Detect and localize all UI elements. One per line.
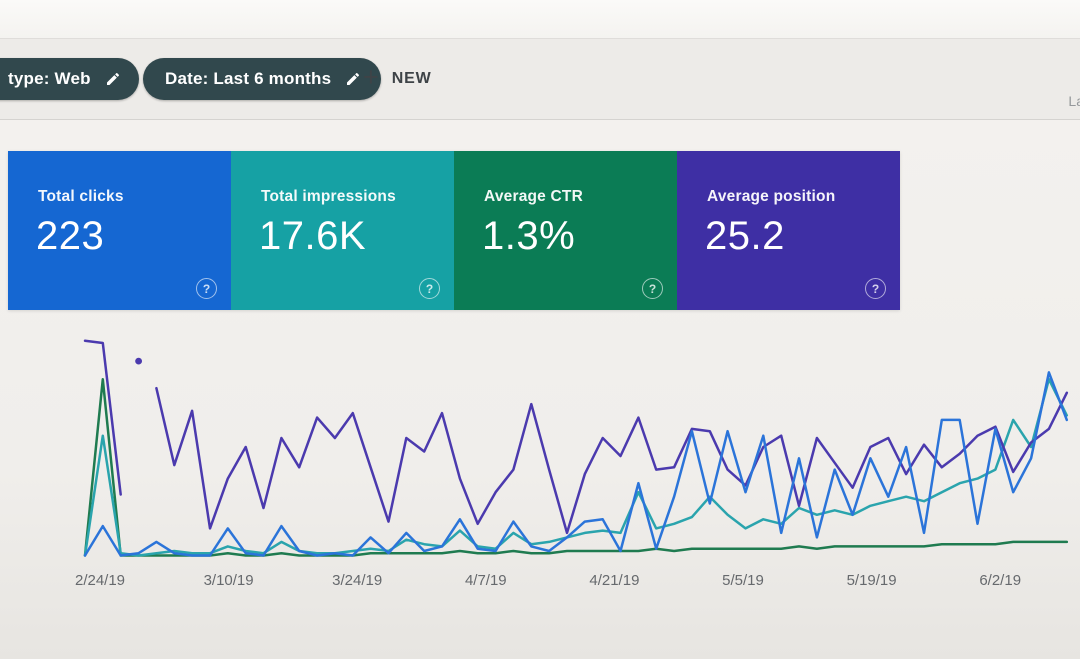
x-axis-label: 4/7/19	[464, 572, 507, 589]
x-axis-label: 3/24/19	[332, 572, 383, 589]
filter-toolbar: type: Web Date: Last 6 months + NEW La	[0, 39, 1080, 120]
card-average-position-label: Average position	[707, 188, 836, 205]
help-icon[interactable]: ?	[419, 278, 440, 299]
card-total-clicks[interactable]: Total clicks 223 ?	[8, 151, 231, 310]
detached-data-point	[135, 357, 143, 365]
x-axis-label: 6/2/19	[979, 572, 1022, 589]
x-axis-label: 2/24/19	[74, 572, 126, 589]
x-axis-label: 3/10/19	[203, 572, 254, 589]
new-filter-button[interactable]: + NEW	[363, 58, 432, 100]
card-total-clicks-value: 223	[36, 214, 105, 258]
x-axis-label: 5/19/19	[846, 572, 897, 589]
help-icon[interactable]: ?	[865, 278, 886, 299]
pencil-icon[interactable]	[105, 71, 121, 87]
help-icon[interactable]: ?	[196, 278, 217, 299]
filter-chip-date-range-label: Date: Last 6 months	[165, 69, 332, 88]
x-axis-labels: 2/24/19 3/10/19 3/24/19 4/7/19 4/21/19 5/5/19…	[0, 572, 1080, 600]
series-line-ctr	[83, 377, 1069, 557]
new-filter-button-label: NEW	[391, 70, 432, 87]
card-total-clicks-label: Total clicks	[38, 188, 124, 205]
card-average-ctr-label: Average CTR	[484, 188, 583, 205]
card-average-position-value: 25.2	[705, 214, 785, 258]
series-line-clicks	[83, 371, 1069, 557]
screen-top-bezel	[0, 0, 1080, 39]
pencil-icon[interactable]	[345, 71, 361, 87]
card-total-impressions[interactable]: Total impressions 17.6K ?	[231, 151, 454, 310]
metric-cards-row: Total clicks 223 ? Total impressions 17.…	[8, 151, 900, 310]
series-line-position	[83, 339, 122, 496]
filter-chip-search-type-label: type: Web	[8, 69, 91, 88]
performance-chart[interactable]	[0, 322, 1080, 572]
x-axis-label: 5/5/19	[722, 572, 764, 589]
partial-text-top-right: La	[1068, 93, 1080, 109]
card-average-position[interactable]: Average position 25.2 ?	[677, 151, 900, 310]
card-average-ctr[interactable]: Average CTR 1.3% ?	[454, 151, 677, 310]
performance-chart-svg[interactable]	[0, 322, 1080, 572]
performance-report-content: Total clicks 223 ? Total impressions 17.…	[0, 120, 1080, 659]
filter-chip-date-range[interactable]: Date: Last 6 months	[143, 58, 382, 100]
card-total-impressions-value: 17.6K	[259, 214, 367, 258]
help-icon[interactable]: ?	[642, 278, 663, 299]
filter-chip-search-type[interactable]: type: Web	[0, 58, 139, 100]
plus-icon: +	[363, 62, 379, 92]
card-average-ctr-value: 1.3%	[482, 214, 576, 258]
series-line-position	[155, 386, 1069, 535]
series-line-impressions	[83, 377, 1069, 557]
card-total-impressions-label: Total impressions	[261, 188, 396, 205]
x-axis-label: 4/21/19	[589, 572, 640, 589]
